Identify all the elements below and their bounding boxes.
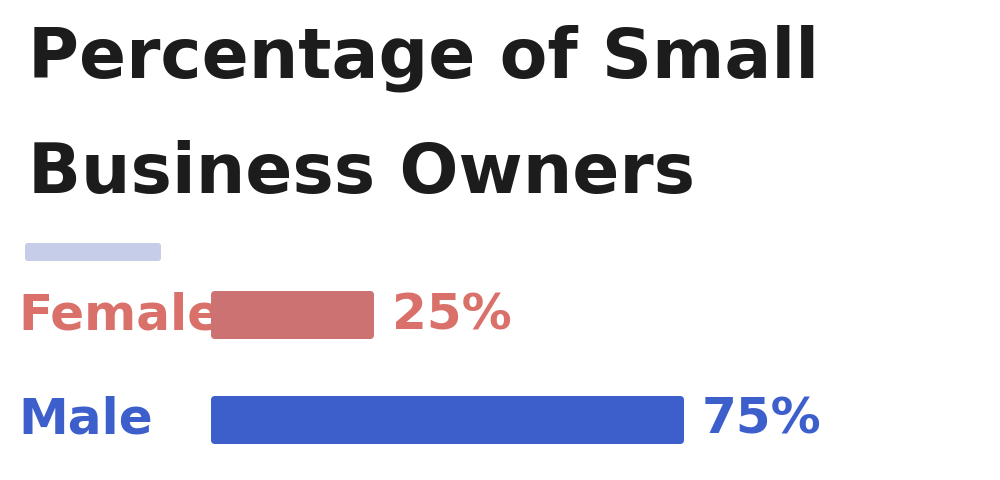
Text: 75%: 75% <box>702 396 822 444</box>
FancyBboxPatch shape <box>211 291 374 339</box>
Text: 25%: 25% <box>392 291 512 339</box>
FancyBboxPatch shape <box>25 243 161 261</box>
Text: Percentage of Small: Percentage of Small <box>28 25 819 93</box>
Text: Female: Female <box>18 291 221 339</box>
Text: Male: Male <box>18 396 153 444</box>
FancyBboxPatch shape <box>211 396 684 444</box>
Text: Business Owners: Business Owners <box>28 140 695 207</box>
